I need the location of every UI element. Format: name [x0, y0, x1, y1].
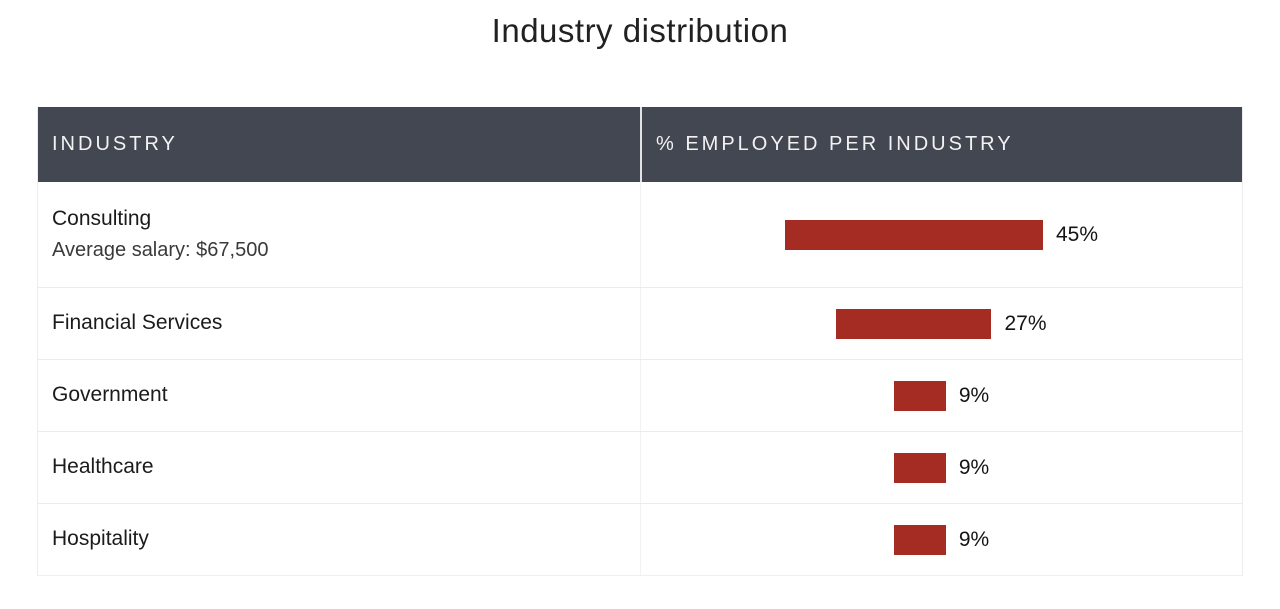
- table-header-row: INDUSTRY % EMPLOYED PER INDUSTRY: [38, 107, 1242, 182]
- percent-label: 45%: [1055, 222, 1099, 246]
- percent-label: 9%: [958, 383, 990, 407]
- industry-cell: Healthcare: [38, 432, 640, 503]
- industry-name: Financial Services: [52, 311, 223, 335]
- industry-distribution-table: INDUSTRY % EMPLOYED PER INDUSTRY Consult…: [37, 107, 1243, 576]
- percent-cell: 9%: [640, 504, 1242, 575]
- percent-bar: [836, 308, 992, 339]
- industry-salary-note: Average salary: $67,500: [52, 239, 269, 262]
- industry-name: Healthcare: [52, 455, 154, 479]
- percent-label: 27%: [1004, 311, 1047, 335]
- percent-cell: 9%: [640, 360, 1242, 431]
- percent-label: 9%: [958, 527, 990, 551]
- percent-bar: [893, 524, 946, 555]
- table-body: Consulting Average salary: $67,500 45% F…: [38, 182, 1242, 575]
- industry-cell: Financial Services: [38, 288, 640, 359]
- industry-name: Government: [52, 383, 168, 407]
- percent-bar: [784, 219, 1043, 250]
- percent-cell: 45%: [640, 182, 1242, 287]
- percent-cell: 9%: [640, 432, 1242, 503]
- percent-bar: [893, 380, 946, 411]
- table-row: Healthcare 9%: [38, 431, 1242, 503]
- header-cell-percent-employed: % EMPLOYED PER INDUSTRY: [640, 107, 1242, 182]
- industry-cell: Consulting Average salary: $67,500: [38, 182, 640, 287]
- industry-name: Hospitality: [52, 527, 149, 551]
- table-row: Government 9%: [38, 359, 1242, 431]
- percent-cell: 27%: [640, 288, 1242, 359]
- header-cell-industry: INDUSTRY: [52, 133, 178, 155]
- industry-name: Consulting: [52, 206, 152, 230]
- table-row: Financial Services 27%: [38, 287, 1242, 359]
- industry-cell: Hospitality: [38, 504, 640, 575]
- percent-bar: [893, 452, 946, 483]
- page-title: Industry distribution: [491, 12, 789, 49]
- percent-label: 9%: [958, 455, 990, 479]
- table-row: Hospitality 9%: [38, 503, 1242, 575]
- industry-cell: Government: [38, 360, 640, 431]
- table-row: Consulting Average salary: $67,500 45%: [38, 182, 1242, 287]
